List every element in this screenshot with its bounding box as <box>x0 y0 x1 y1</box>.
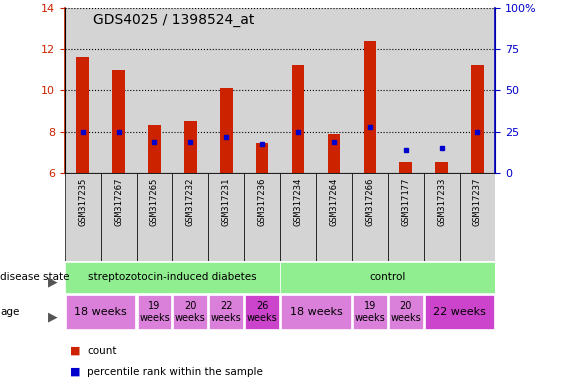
Bar <box>399 162 412 173</box>
Bar <box>352 8 388 173</box>
Text: 22 weeks: 22 weeks <box>433 307 486 317</box>
Bar <box>184 121 196 173</box>
Bar <box>388 8 424 173</box>
Text: GSM317236: GSM317236 <box>258 177 267 225</box>
Text: GSM317235: GSM317235 <box>78 177 87 225</box>
Text: streptozotocin-induced diabetes: streptozotocin-induced diabetes <box>88 272 257 283</box>
Text: GSM317237: GSM317237 <box>473 177 482 225</box>
Text: 19
weeks: 19 weeks <box>139 301 170 323</box>
Text: 18 weeks: 18 weeks <box>74 307 127 317</box>
Text: disease state: disease state <box>0 272 69 283</box>
Bar <box>244 173 280 261</box>
Bar <box>220 88 233 173</box>
Bar <box>101 8 137 173</box>
Bar <box>424 173 459 261</box>
Bar <box>280 262 495 293</box>
Text: GSM317266: GSM317266 <box>365 177 374 225</box>
Text: GSM317177: GSM317177 <box>401 177 410 225</box>
Bar <box>459 173 495 261</box>
Bar <box>353 295 387 329</box>
Bar <box>425 295 494 329</box>
Text: ■: ■ <box>70 346 81 356</box>
Text: 20
weeks: 20 weeks <box>175 301 205 323</box>
Bar <box>208 173 244 261</box>
Text: ▶: ▶ <box>47 310 57 323</box>
Bar <box>66 295 136 329</box>
Text: percentile rank within the sample: percentile rank within the sample <box>87 367 263 377</box>
Bar <box>172 8 208 173</box>
Text: age: age <box>0 307 19 317</box>
Bar <box>77 57 89 173</box>
Bar <box>172 173 208 261</box>
Bar <box>65 173 101 261</box>
Bar <box>424 8 459 173</box>
Bar <box>148 125 161 173</box>
Text: GSM317264: GSM317264 <box>329 177 338 225</box>
Bar <box>435 162 448 173</box>
Bar <box>352 173 388 261</box>
Bar <box>471 65 484 173</box>
Bar <box>65 8 101 173</box>
Bar <box>328 134 340 173</box>
Text: 18 weeks: 18 weeks <box>289 307 342 317</box>
Text: GSM317233: GSM317233 <box>437 177 446 225</box>
Text: GSM317231: GSM317231 <box>222 177 231 225</box>
Bar <box>137 8 172 173</box>
Bar <box>364 41 376 173</box>
Bar <box>281 295 351 329</box>
Text: control: control <box>369 272 406 283</box>
Text: ▶: ▶ <box>47 276 57 288</box>
Bar <box>137 173 172 261</box>
Text: GSM317234: GSM317234 <box>293 177 302 225</box>
Bar <box>292 65 305 173</box>
Bar <box>65 262 280 293</box>
Bar <box>280 8 316 173</box>
Text: GDS4025 / 1398524_at: GDS4025 / 1398524_at <box>93 13 254 27</box>
Text: GSM317232: GSM317232 <box>186 177 195 225</box>
Bar <box>209 295 243 329</box>
Text: GSM317267: GSM317267 <box>114 177 123 225</box>
Bar <box>280 173 316 261</box>
Bar <box>459 8 495 173</box>
Text: 26
weeks: 26 weeks <box>247 301 278 323</box>
Bar <box>389 295 423 329</box>
Bar <box>316 173 352 261</box>
Bar <box>388 173 424 261</box>
Bar <box>244 8 280 173</box>
Text: 19
weeks: 19 weeks <box>355 301 385 323</box>
Text: ■: ■ <box>70 367 81 377</box>
Bar <box>245 295 279 329</box>
Bar <box>137 295 171 329</box>
Bar <box>256 143 269 173</box>
Text: 20
weeks: 20 weeks <box>390 301 421 323</box>
Text: GSM317265: GSM317265 <box>150 177 159 225</box>
Text: 22
weeks: 22 weeks <box>211 301 242 323</box>
Bar <box>112 70 125 173</box>
Text: count: count <box>87 346 117 356</box>
Bar <box>208 8 244 173</box>
Bar <box>101 173 137 261</box>
Bar <box>316 8 352 173</box>
Bar <box>173 295 207 329</box>
